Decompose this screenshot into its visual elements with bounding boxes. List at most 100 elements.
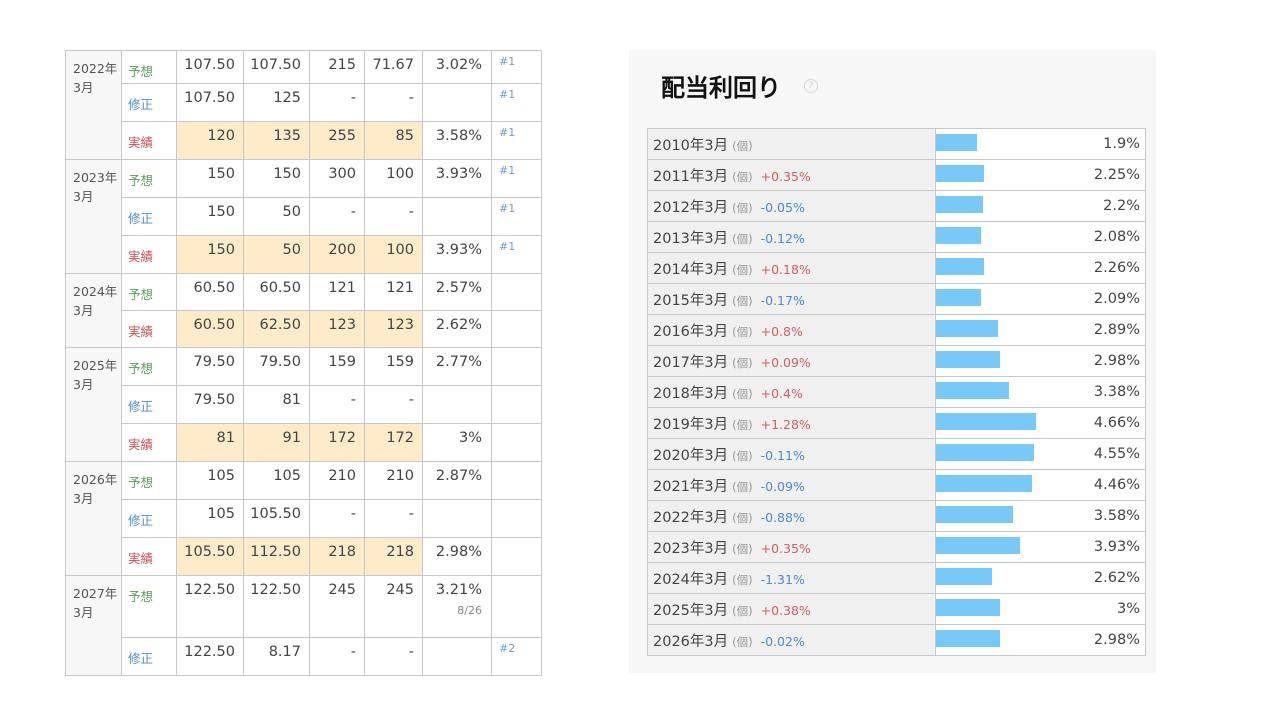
- dividend-value: 215: [309, 50, 365, 84]
- yield-bar: [936, 413, 1036, 430]
- period-label: 2022年3月: [653, 509, 729, 526]
- yield-cell: 3%: [422, 423, 492, 462]
- yield-bar-cell: 4.55%: [935, 438, 1146, 470]
- note-link: [491, 537, 542, 576]
- dividend-history-table: 2022年 3月 予想 107.50 107.50 215 71.67 3.02% #1 修正 10…: [65, 50, 542, 676]
- yield-value: 3%: [458, 430, 482, 446]
- note-link[interactable]: #1: [491, 235, 542, 274]
- yield-change: +0.09%: [760, 354, 811, 370]
- kind-label: (個): [732, 386, 753, 401]
- kind-label: (個): [732, 200, 753, 215]
- dividend-row: 2023年 3月 予想 150 150 300 100 3.93% #1: [65, 159, 542, 274]
- yield-period-cell: 2011年3月 (個) +0.35%: [647, 159, 936, 191]
- dividend-value: 107.50: [176, 83, 244, 122]
- yield-change: -1.31%: [760, 571, 805, 587]
- yield-cell: 3.93%: [422, 235, 492, 274]
- yield-change: -0.05%: [760, 199, 805, 215]
- period-label: 2018年3月: [653, 385, 729, 402]
- note-link[interactable]: #1: [491, 159, 542, 198]
- dividend-row: 実績 81 91 172 172 3%: [66, 423, 542, 462]
- kind-label: (個): [732, 231, 753, 246]
- note-link[interactable]: #1: [491, 197, 542, 236]
- yield-value: 3.38%: [1093, 384, 1140, 400]
- dividend-value: 172: [309, 423, 365, 462]
- note-link[interactable]: #1: [491, 83, 542, 122]
- dividend-value: 91: [243, 423, 310, 462]
- row-type-label: 修正: [121, 499, 177, 538]
- note-link: [491, 310, 542, 348]
- dividend-value: -: [309, 83, 365, 122]
- yield-change: +0.18%: [760, 261, 811, 277]
- yield-row: 2025年3月 (個) +0.38% 3%: [647, 593, 1146, 625]
- yield-bar: [936, 537, 1020, 554]
- dividend-row: 実績 105.50 112.50 218 218 2.98%: [66, 537, 542, 576]
- yield-bar-cell: 4.46%: [935, 469, 1146, 501]
- yield-change: -0.09%: [760, 478, 805, 494]
- note-link[interactable]: #2: [491, 637, 542, 676]
- fiscal-year: 2027年: [73, 586, 118, 601]
- yield-value: 3.93%: [435, 166, 482, 182]
- row-type-label: 修正: [121, 637, 177, 676]
- yield-bar: [936, 475, 1032, 492]
- yield-row: 2019年3月 (個) +1.28% 4.66%: [647, 407, 1146, 439]
- dividend-row: 修正 107.50 125- - #1: [66, 83, 542, 122]
- yield-cell: 2.77%: [422, 347, 492, 386]
- note-link[interactable]: #1: [491, 121, 542, 160]
- period-label: 2014年3月: [653, 261, 729, 278]
- period-label: 2019年3月: [653, 416, 729, 433]
- yield-row: 2026年3月 (個) -0.02% 2.98%: [647, 624, 1146, 656]
- yield-period-cell: 2015年3月 (個) -0.17%: [647, 283, 936, 315]
- dividend-value: 218: [364, 537, 423, 576]
- dividend-value: 112.50: [243, 537, 310, 576]
- dividend-row: 実績 120 135 255 85 3.58% #1: [66, 121, 542, 160]
- dividend-value: 100: [364, 159, 423, 198]
- fiscal-month: 3月: [73, 189, 94, 204]
- yield-cell: 2.87%: [422, 461, 492, 500]
- yield-bar-cell: 3%: [935, 593, 1146, 625]
- yield-row: 2012年3月 (個) -0.05% 2.2%: [647, 190, 1146, 222]
- yield-row: 2011年3月 (個) +0.35% 2.25%: [647, 159, 1146, 191]
- yield-cell: [422, 637, 492, 676]
- fiscal-month: 3月: [73, 605, 94, 620]
- yield-cell: 3.93%: [422, 159, 492, 198]
- question-circle-icon[interactable]: ?: [804, 79, 818, 93]
- dividend-value: 255: [309, 121, 365, 160]
- fiscal-month: 3月: [73, 80, 94, 95]
- yield-row: 2022年3月 (個) -0.88% 3.58%: [647, 500, 1146, 532]
- dividend-row: 2027年 3月 予想 122.50 122.50 245 245 3.21% 8/26: [65, 575, 542, 676]
- dividend-row: 実績 60.50 62.50 123 123 2.62%: [66, 310, 542, 348]
- row-type-label: 予想: [121, 50, 177, 84]
- row-type-label: 実績: [121, 310, 177, 348]
- yield-change: +0.4%: [760, 385, 803, 401]
- yield-bar-cell: 4.66%: [935, 407, 1146, 439]
- dividend-value: 50: [243, 197, 310, 236]
- yield-period-cell: 2020年3月 (個) -0.11%: [647, 438, 936, 470]
- period-label: 2026年3月: [653, 633, 729, 650]
- period-label: 2020年3月: [653, 447, 729, 464]
- note-link[interactable]: #1: [491, 50, 542, 84]
- fiscal-year: 2026年: [73, 472, 118, 487]
- dividend-value: 300: [309, 159, 365, 198]
- yield-period-cell: 2025年3月 (個) +0.38%: [647, 593, 936, 625]
- note-link: [491, 273, 542, 311]
- yield-value: 2.98%: [435, 544, 482, 560]
- period-label: 2012年3月: [653, 199, 729, 216]
- dividend-value: 105: [176, 499, 244, 538]
- yield-value: 3.02%: [435, 57, 482, 73]
- dividend-value: 123: [364, 310, 423, 348]
- period-label: 2025年3月: [653, 602, 729, 619]
- yield-change: +0.8%: [760, 323, 803, 339]
- yield-value: 2.25%: [1093, 167, 1140, 183]
- note-link: [491, 575, 542, 638]
- kind-label: (個): [732, 262, 753, 277]
- dividend-value: 105: [243, 461, 310, 500]
- yield-bar: [936, 444, 1034, 461]
- dividend-value: 245: [309, 575, 365, 638]
- yield-change: -0.88%: [760, 509, 805, 525]
- dividend-value: 125: [243, 83, 310, 122]
- yield-value: 2.57%: [435, 280, 482, 296]
- yield-cell: [422, 385, 492, 424]
- row-type-label: 予想: [121, 575, 177, 638]
- row-type-label: 予想: [121, 273, 177, 311]
- dividend-row: 2025年 3月 予想 79.50 79.50 159 159 2.77%: [65, 347, 542, 462]
